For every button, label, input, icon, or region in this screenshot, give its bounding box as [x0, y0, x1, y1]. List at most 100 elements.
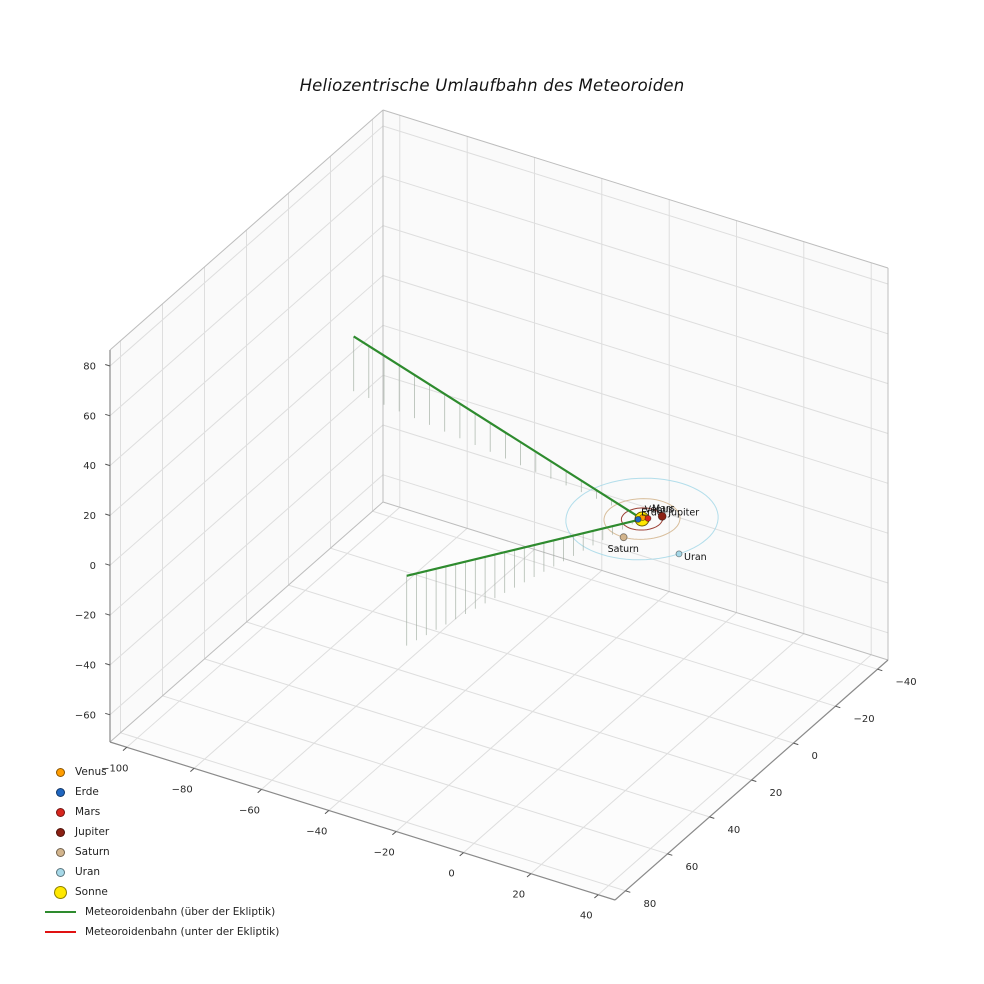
x-tick-label: −100 — [101, 763, 128, 774]
z-tick-label: −20 — [75, 611, 96, 622]
pane-right — [383, 110, 888, 660]
tick-mark — [709, 816, 715, 819]
legend-item-sonne: Sonne — [44, 882, 279, 902]
legend-marker — [54, 885, 67, 899]
grid-line-y — [120, 732, 626, 892]
grid-line-z — [382, 474, 889, 634]
tick-mark — [190, 767, 195, 772]
tick-mark — [257, 789, 262, 794]
legend-label: Erde — [75, 786, 99, 798]
planet-dot-mars — [644, 515, 652, 522]
legend-line-sample — [45, 931, 76, 933]
box-edge — [109, 501, 384, 743]
x-tick-label: −60 — [239, 805, 260, 816]
legend-item-erde: Erde — [44, 782, 279, 802]
tick-mark — [667, 853, 673, 856]
legend-item-saturn: Saturn — [44, 842, 279, 862]
planet-label-saturn: Saturn — [608, 544, 639, 555]
legend-item-meteoroidenbahn-ber-der-ekliptik: Meteoroidenbahn (über der Ekliptik) — [44, 902, 279, 922]
tick-mark — [459, 852, 464, 857]
grid-line-z — [382, 374, 889, 534]
planet-label-venus: Venus — [645, 505, 674, 516]
legend-marker — [56, 827, 65, 837]
y-tick-label: 0 — [812, 751, 818, 762]
plot-title: Heliozentrische Umlaufbahn des Meteoroid… — [299, 76, 685, 95]
orbit-uran — [565, 477, 719, 561]
tick-mark — [105, 613, 111, 616]
z-tick-label: 20 — [83, 511, 96, 522]
grid-line-z — [382, 175, 889, 335]
legend-label: Jupiter — [75, 826, 110, 838]
planet-dot-saturn — [619, 533, 628, 542]
tick-mark — [105, 663, 111, 666]
x-tick-label: −20 — [374, 848, 395, 859]
y-tick-label: −40 — [896, 677, 917, 688]
tick-mark — [105, 563, 111, 566]
y-tick-label: 80 — [644, 899, 657, 910]
x-tick-label: 20 — [512, 890, 525, 901]
legend-label: Mars — [75, 806, 101, 818]
grid-line-z — [109, 225, 384, 466]
legend-item-mars: Mars — [44, 802, 279, 822]
tick-mark — [105, 463, 111, 467]
z-tick-label: 0 — [90, 561, 96, 572]
orbit-saturn — [603, 498, 681, 540]
box-edge — [382, 109, 889, 269]
tick-mark — [105, 413, 111, 417]
legend-line-sample — [45, 911, 76, 913]
grid-line-y — [204, 658, 710, 818]
meteoroid-trajectory-above — [406, 517, 643, 577]
legend-marker — [56, 807, 65, 817]
legend-item-uran: Uran — [44, 862, 279, 882]
box-edge — [109, 109, 384, 351]
grid-line-z — [109, 275, 384, 516]
z-tick-label: 60 — [83, 411, 96, 422]
planet-dot-uran — [675, 550, 683, 558]
grid-line-y — [288, 584, 794, 744]
legend-label: Venus — [75, 766, 107, 778]
legend-label: Sonne — [75, 886, 108, 898]
legend-label: Uran — [75, 866, 101, 878]
legend-marker — [56, 847, 65, 857]
grid-line-z — [109, 474, 384, 716]
grid-line-z — [382, 324, 889, 484]
tick-mark — [877, 668, 883, 672]
planet-dot-erde — [634, 516, 642, 523]
tick-mark — [105, 513, 111, 516]
z-tick-label: 40 — [83, 461, 96, 472]
y-tick-label: −20 — [854, 714, 875, 725]
tick-mark — [105, 712, 111, 716]
tick-mark — [526, 873, 532, 878]
grid-line-z — [382, 275, 889, 434]
legend: Venus Erde Mars Jupiter Saturn Uran Sonne Meteo… — [44, 762, 279, 942]
grid-line-z — [382, 424, 889, 584]
grid-line-z — [109, 125, 384, 367]
legend-marker — [56, 767, 65, 777]
legend-item-jupiter: Jupiter — [44, 822, 279, 842]
planet-dot-jupiter — [657, 511, 667, 521]
legend-label: Meteoroidenbahn (unter der Ekliptik) — [85, 926, 280, 938]
grid-line-y — [372, 510, 878, 670]
grid-line-y — [162, 695, 668, 855]
tick-mark — [594, 894, 599, 899]
tick-mark — [392, 831, 397, 836]
tick-mark — [793, 742, 799, 746]
planet-label-uran: Uran — [684, 552, 707, 563]
y-tick-label: 60 — [686, 862, 699, 873]
x-tick-label: −40 — [306, 827, 327, 838]
x-tick-label: 40 — [580, 911, 593, 922]
x-tick-label: 0 — [448, 869, 454, 880]
grid-line-z — [109, 324, 384, 566]
grid-line-z — [382, 225, 889, 385]
grid-line-y — [246, 621, 752, 781]
legend-item-meteoroidenbahn-unter-der-ekliptik: Meteoroidenbahn (unter der Ekliptik) — [44, 922, 279, 942]
legend-marker — [56, 867, 65, 877]
grid-line-z — [109, 374, 384, 616]
tick-mark — [625, 890, 631, 893]
legend-item-venus: Venus — [44, 762, 279, 782]
tick-mark — [751, 779, 757, 782]
y-tick-label: 20 — [770, 788, 783, 799]
grid-line-z — [109, 424, 384, 666]
